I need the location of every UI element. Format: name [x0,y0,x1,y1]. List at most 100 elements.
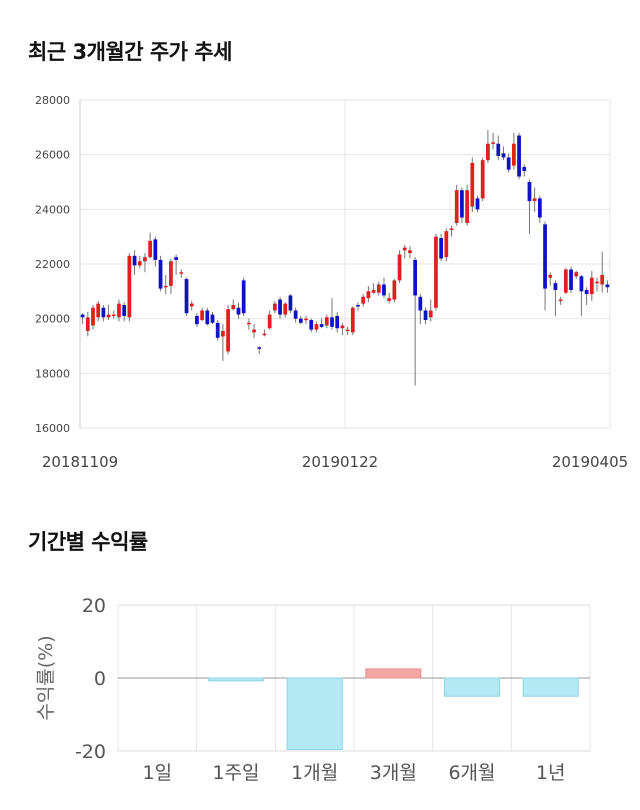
candle-body [548,274,553,278]
candle-body [465,190,469,223]
candle-body [247,322,251,325]
candle-body [506,157,511,170]
candle-body [382,284,386,296]
candle-body [527,182,532,202]
candle-body [558,299,563,302]
candle-body [137,261,142,266]
candle-body [236,307,241,315]
x-tick-label: 20190405 [552,453,628,471]
candle-body [408,250,412,254]
candle-body [210,314,215,323]
candle-body [184,279,189,314]
candle-body [252,329,256,333]
candle-body [189,303,194,307]
y-tick-label: 20000 [35,313,70,326]
candle-body [143,257,147,262]
candle-body [163,285,168,288]
candle-body [486,143,490,161]
candle-body [111,314,116,317]
y-tick-label: -20 [75,741,106,763]
candle-body [340,325,345,329]
candle-body [413,259,418,296]
candle-body [356,305,360,307]
candle-body [267,314,272,329]
category-label: 6개월 [448,762,495,784]
candle-body [278,299,282,315]
return-bar [207,677,265,682]
return-bar [522,677,579,697]
candle-body [532,198,537,202]
candle-body [298,318,303,323]
candle-body [444,231,449,258]
candle-body [574,272,579,277]
candle-body [589,277,594,295]
candle-body [605,284,610,288]
candle-body [324,317,329,326]
category-label: 3개월 [370,762,417,784]
candle-body [309,320,314,330]
candle-body [392,280,397,300]
candle-body [553,283,558,290]
candle-body [449,228,454,230]
candle-body [434,236,438,308]
candle-body [350,307,355,333]
y-tick-label: 28000 [35,94,70,107]
stock-trend-title: 최근 3개월간 주가 추세 [28,40,232,64]
candle-body [376,284,381,293]
y-tick-label: 24000 [35,203,70,216]
candle-body [205,310,210,325]
candle-body [387,298,392,301]
candle-body [423,310,428,321]
candle-body [595,281,599,284]
candle-body [600,274,605,285]
candle-body [148,240,153,258]
candle-body [179,272,184,274]
candle-body [496,143,501,157]
y-tick-label: 22000 [35,258,70,271]
x-tick-label: 20181109 [42,453,118,471]
candle-body [402,247,407,251]
candle-body [470,162,475,207]
candle-body [200,310,204,321]
y-tick-label: 20 [82,595,106,617]
candle-body [174,257,178,260]
candle-body [579,276,584,292]
candle-body [169,261,173,286]
candle-body [293,310,298,319]
candle-body [221,330,225,337]
candle-body [480,160,485,199]
category-label: 1주일 [212,762,259,784]
return-bar [286,677,343,751]
candle-body [314,324,319,330]
category-label: 1일 [143,762,173,784]
candle-body [101,307,106,318]
y-tick-label: 18000 [35,367,70,380]
candle-body [91,307,95,326]
candle-body [366,291,371,299]
candle-body [117,303,121,318]
category-label: 1년 [536,762,566,784]
candle-body [330,317,334,327]
candle-body [158,259,163,289]
candle-body [584,289,589,295]
candle-body [439,238,443,259]
category-label: 1개월 [291,762,338,784]
candle-body [454,190,459,223]
return-bar [365,668,422,679]
candle-body [283,303,288,315]
candle-body [428,310,433,318]
candle-body [257,347,262,349]
candle-body [543,224,547,289]
candle-body [195,315,199,325]
candle-body [361,296,366,304]
candle-body [304,318,308,321]
candle-body [215,322,220,338]
candle-body [262,333,267,336]
candle-body [537,198,542,218]
candle-body [132,255,137,266]
candle-body [397,254,402,281]
candle-body [231,305,236,310]
candle-body [122,305,127,316]
candle-body [563,269,568,293]
